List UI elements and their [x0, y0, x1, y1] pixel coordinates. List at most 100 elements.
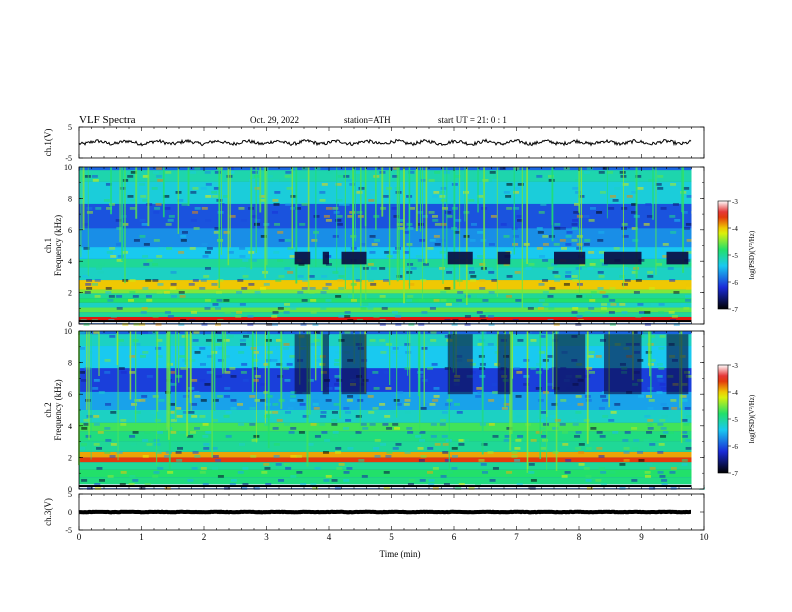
ch2-spectrogram-panel-texture [585, 479, 592, 482]
ch2-spectrogram-panel-texture [516, 483, 523, 486]
ch1-spectrogram-panel-texture [192, 211, 199, 214]
ch1-spectrogram-panel-texture [271, 211, 278, 214]
ch2-spectrogram-panel-texture [225, 411, 232, 414]
ch1-spectrogram-panel-texture [110, 255, 117, 258]
ch2-spectrogram-panel-texture [489, 347, 496, 350]
ch1-spectrogram-panel-texture [482, 299, 489, 302]
ch1-spectrogram-panel-texture [613, 247, 620, 250]
ch1-spectrogram-panel-texture [335, 295, 342, 298]
ch1-spectrogram-panel-texture [239, 247, 246, 250]
ch2-spectrogram-panel-patch [497, 334, 511, 395]
ch2-spectrogram-panel-texture [355, 415, 362, 418]
ch1-spectrogram-panel-texture [370, 267, 377, 270]
ch2-spectrogram-panel-texture [539, 447, 546, 450]
y-tick-label: 4 [68, 422, 72, 431]
ch2-spectrogram-panel-texture [194, 395, 201, 398]
ch2-spectrogram-panel-texture [392, 447, 399, 450]
ch2-spectrogram-panel-texture [572, 423, 579, 426]
ch2-spectrogram-panel-texture [430, 339, 437, 342]
ch1-spectrogram-panel-texture [505, 195, 512, 198]
ch2-spectrogram-panel-texture [444, 403, 451, 406]
ch1-spectrogram-panel-texture [272, 311, 279, 314]
ch2-spectrogram-panel-texture [487, 343, 494, 346]
ch2-spectrogram-panel-texture [128, 483, 135, 486]
ch3-waveform-panel-waveform [78, 509, 691, 515]
ch2-spectrogram-panel-texture [535, 371, 542, 374]
ch1-spectrogram-panel-texture [621, 311, 628, 314]
ch2-spectrogram-panel-texture [310, 483, 317, 486]
ch1-spectrogram-panel-texture [476, 311, 483, 314]
ch1-spectrogram-panel-texture [133, 239, 140, 242]
ch1-spectrogram-panel-texture [631, 271, 638, 274]
ch1-spectrogram-panel-texture [547, 175, 554, 178]
ch2-spectrogram-panel-texture [181, 335, 188, 338]
ch2-spectrogram-panel-texture [156, 431, 163, 434]
ch1-spectrogram-panel-texture [165, 223, 172, 226]
ch2-spectrogram-panel-texture [142, 439, 149, 442]
ch1-spectrogram-panel-texture [86, 287, 93, 290]
ch1-spectrogram-panel-texture [216, 299, 223, 302]
ch1-spectrogram-panel-texture [115, 219, 122, 222]
ch1-spectrogram-panel-texture [421, 311, 428, 314]
ch2-spectrogram-panel-texture [121, 343, 128, 346]
ch1-spectrogram-panel-texture [576, 215, 583, 218]
ch1-spectrogram-panel-texture [656, 263, 663, 266]
ch1-spectrogram-panel-texture [476, 255, 483, 258]
ch1-spectrogram-panel-texture [619, 275, 626, 278]
ch2-spectrogram-panel-texture [203, 443, 210, 446]
ch2-spectrogram-panel-texture [481, 471, 488, 474]
ch1-spectrogram-panel-band [79, 302, 692, 308]
ch1-spectrogram-panel-texture [607, 171, 614, 174]
ch1-spectrogram-panel-texture [237, 279, 244, 282]
ch1-spectrogram-panel-texture [503, 235, 510, 238]
ch1-spectrogram-panel-texture [214, 227, 221, 230]
ch1-spectrogram-panel-texture [97, 271, 104, 274]
ch2-spectrogram-panel-bottom-line [79, 485, 692, 488]
ch2-spectrogram-panel-texture [283, 343, 290, 346]
ch2-spectrogram-panel-texture [595, 355, 602, 358]
ch2-spectrogram-panel-texture [622, 439, 629, 442]
ch2-spectrogram-panel-texture [335, 451, 342, 454]
ch2-spectrogram-panel-texture [230, 399, 237, 402]
ch1-spectrogram-panel-texture [190, 171, 197, 174]
ch2-spectrogram-panel-texture [205, 339, 212, 342]
ch2-spectrogram-panel-texture [146, 375, 153, 378]
ch1-spectrogram-panel-texture [170, 283, 177, 286]
ch2-spectrogram-panel-texture [199, 347, 206, 350]
ch1-spectrogram-panel-texture [284, 175, 291, 178]
ch1-spectrogram-panel-texture [587, 267, 594, 270]
ch2-spectrogram-panel-texture [192, 451, 199, 454]
ch1-spectrogram-panel-texture [299, 179, 306, 182]
ch2-spectrogram-panel-texture [230, 479, 237, 482]
ch2-spectrogram-panel-texture [131, 403, 138, 406]
ch3-waveform-panel-ylabel: ch.3(V) [43, 498, 53, 526]
ch2-spectrogram-panel-texture [539, 335, 546, 338]
ch1-spectrogram-panel-texture [621, 223, 628, 226]
ch1-spectrogram-panel-texture [599, 191, 606, 194]
ch1-spectrogram-panel-texture [445, 211, 452, 214]
ch2-spectrogram-panel-texture [638, 459, 645, 462]
ch2-spectrogram-panel-texture [252, 351, 259, 354]
ch1-spectrogram-panel-texture [188, 283, 195, 286]
ch1-spectrogram-panel-texture [566, 231, 573, 234]
ch1-spectrogram-panel-texture [370, 191, 377, 194]
ch1-spectrogram-panel-texture [599, 259, 606, 262]
ch1-spectrogram-panel-bottom-line [79, 320, 692, 323]
ch2-spectrogram-panel-texture [578, 443, 585, 446]
ch2-spectrogram-panel-texture [432, 399, 439, 402]
ch1-spectrogram-panel-texture [644, 311, 651, 314]
ch2-spectrogram-panel-texture [451, 467, 458, 470]
ch2-spectrogram-panel-texture [170, 383, 177, 386]
ch1-spectrogram-panel-texture [408, 171, 415, 174]
ch2-spectrogram-panel-texture [681, 463, 688, 466]
ch1-spectrogram-panel-texture [584, 311, 591, 314]
ch2-spectrogram-panel-texture [433, 387, 440, 390]
ch2-spectrogram-panel-texture [418, 459, 425, 462]
ch2-spectrogram-panel-texture [272, 427, 279, 430]
ch2-spectrogram-panel-texture [134, 399, 141, 402]
ch1-spectrogram-panel-texture [139, 219, 146, 222]
ch1-spectrogram-panel-texture [373, 315, 380, 318]
ch2-spectrogram-panel-texture [289, 355, 296, 358]
ch2-spectrogram-panel-texture [442, 451, 449, 454]
ch1-spectrogram-panel-texture [142, 175, 149, 178]
